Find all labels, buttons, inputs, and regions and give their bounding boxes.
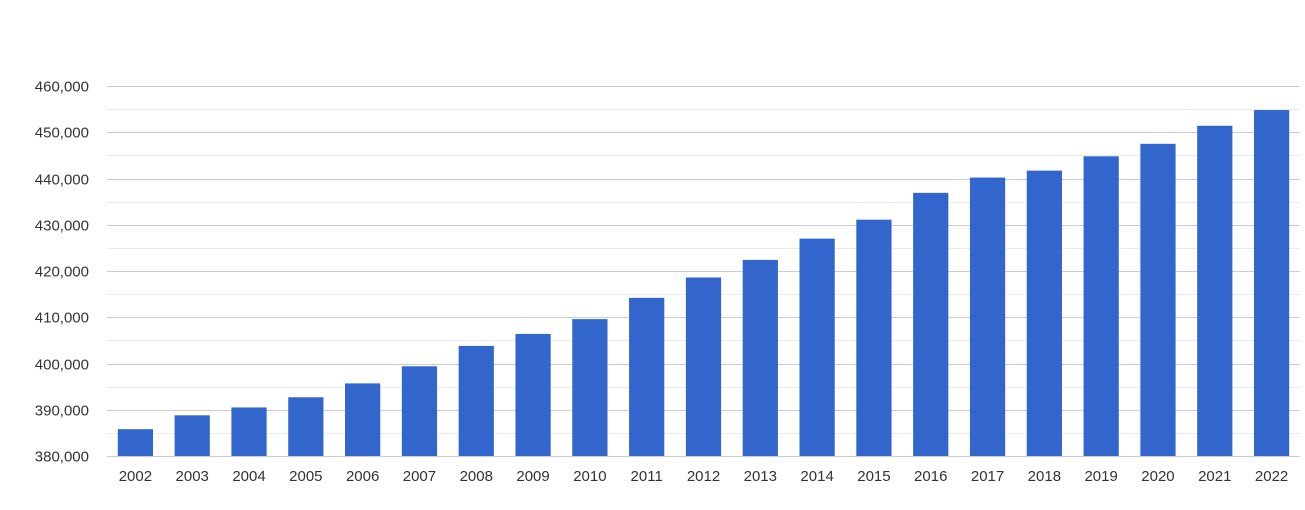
x-tick-label: 2013 [744,468,777,485]
bar-2006[interactable] [345,383,381,456]
x-tick-label: 2018 [1028,468,1061,485]
x-tick-label: 2022 [1255,468,1288,485]
x-tick-label: 2015 [857,468,890,485]
y-tick-label: 460,000 [35,79,89,96]
x-tick-label: 2012 [687,468,720,485]
x-tick-label: 2011 [631,468,663,485]
x-tick-label: 2021 [1198,468,1231,485]
y-tick-label: 450,000 [35,125,89,142]
y-tick-label: 410,000 [35,310,89,327]
bar-2012[interactable] [685,277,722,456]
bar-2011[interactable] [629,297,665,456]
bar-2005[interactable] [288,397,324,456]
x-tick-label: 2010 [573,468,606,485]
y-tick-label: 440,000 [35,172,89,189]
x-tick-label: 2016 [914,468,947,485]
x-tick-label: 2014 [800,468,833,485]
bar-2010[interactable] [572,319,608,456]
bar-2017[interactable] [969,177,1006,456]
bar-2013[interactable] [742,259,778,456]
y-tick-label: 420,000 [35,264,89,281]
y-tick-label: 390,000 [35,403,89,420]
x-tick-label: 2019 [1084,468,1117,485]
y-tick-label: 380,000 [35,449,89,466]
x-tick-label: 2006 [346,468,379,485]
bar-2009[interactable] [515,333,551,456]
bar-series [117,110,1290,457]
bar-2021[interactable] [1197,125,1233,456]
x-tick-label: 2020 [1141,468,1174,485]
bar-2004[interactable] [231,407,267,456]
x-tick-label: 2003 [176,468,209,485]
bar-2016[interactable] [913,192,949,456]
bar-2014[interactable] [799,238,835,457]
y-tick-label: 430,000 [35,218,89,235]
bar-2018[interactable] [1026,170,1062,456]
x-tick-label: 2005 [289,468,322,485]
x-tick-label: 2004 [232,468,265,485]
bar-2019[interactable] [1083,156,1119,457]
x-tick-label: 2007 [403,468,436,485]
bar-2008[interactable] [458,345,494,456]
x-tick-label: 2002 [119,468,152,485]
bar-2003[interactable] [174,415,210,456]
bar-2007[interactable] [401,366,438,456]
x-tick-label: 2009 [516,468,549,485]
bar-2002[interactable] [117,429,154,456]
x-tick-label: 2017 [971,468,1004,485]
y-axis-labels: 380,000 390,000 400,000 410,000 420,000 430,0… [35,79,89,466]
y-tick-label: 400,000 [35,357,89,374]
bar-2020[interactable] [1140,143,1176,456]
bar-2015[interactable] [856,219,892,456]
x-tick-label: 2008 [460,468,493,485]
x-axis-labels: 2002 2003 2004 2005 2006 2007 2008 2009 2010 2011… [119,468,1289,485]
bar-2022[interactable] [1253,110,1290,457]
